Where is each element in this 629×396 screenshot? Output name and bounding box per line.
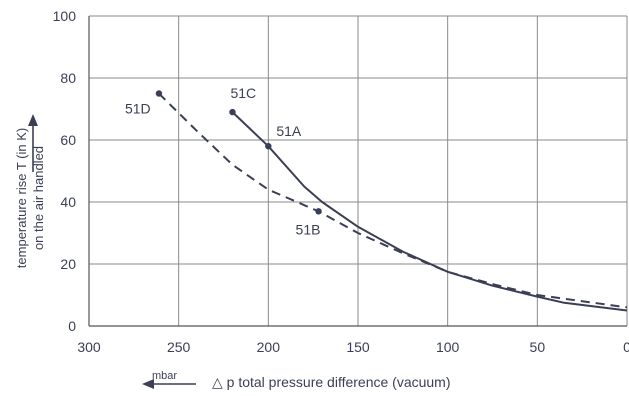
y-tick-label-100: 100 — [53, 8, 77, 24]
y-tick-label-40: 40 — [60, 194, 76, 210]
x-tick-label-50: 50 — [530, 339, 546, 355]
x-tick-label-250: 250 — [167, 339, 191, 355]
y-tick-label-80: 80 — [60, 70, 76, 86]
x-axis-unit: mbar — [152, 370, 178, 382]
y-tick-labels: 0 20 40 60 80 100 — [53, 8, 77, 334]
x-tick-labels: 300 250 200 150 100 50 0 — [77, 339, 629, 355]
series-line-51C — [231, 111, 628, 312]
curve-label-51c: 51C — [230, 85, 256, 101]
x-tick-label-0: 0 — [623, 339, 629, 355]
series-marker-51D-1 — [315, 208, 322, 215]
series-group — [155, 90, 628, 312]
grid — [88, 15, 628, 327]
series-line-51D — [158, 92, 628, 309]
series-marker-51C-1 — [265, 143, 272, 150]
axes — [88, 16, 627, 327]
curve-label-51b: 51B — [296, 221, 321, 237]
y-axis-arrow-icon — [28, 114, 38, 172]
x-tick-label-150: 150 — [346, 339, 370, 355]
curve-label-51a: 51A — [276, 123, 302, 139]
x-tick-label-200: 200 — [257, 339, 281, 355]
series-marker-51C-0 — [229, 108, 236, 116]
series-marker-51D-0 — [155, 90, 163, 97]
y-axis-label-line1: temperature rise T (in K) — [14, 128, 29, 268]
x-tick-label-100: 100 — [436, 339, 460, 355]
y-tick-label-20: 20 — [60, 256, 76, 272]
x-axis-label: △ p total pressure difference (vacuum) — [212, 374, 451, 390]
y-axis-label-line2: on the air handled — [31, 146, 46, 250]
y-tick-label-0: 0 — [68, 318, 76, 334]
y-tick-label-60: 60 — [60, 132, 76, 148]
curve-labels: 51C 51A 51D 51B — [125, 85, 321, 237]
x-unit-arrow-icon — [142, 379, 196, 389]
curve-label-51d: 51D — [125, 101, 151, 117]
y-axis-label: temperature rise T (in K) on the air han… — [14, 128, 46, 268]
x-tick-label-300: 300 — [77, 339, 101, 355]
